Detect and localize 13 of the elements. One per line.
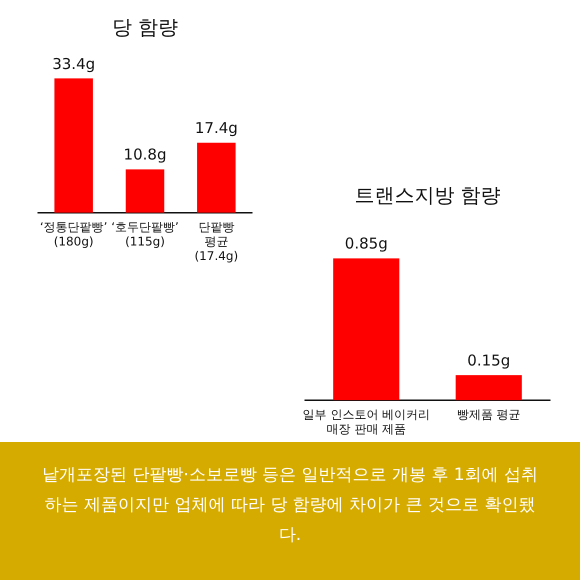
x-tick-label: 빵제품 평균 bbox=[456, 408, 521, 422]
chart-title: 당 함량 bbox=[110, 14, 180, 41]
data-label: 0.15g bbox=[467, 352, 510, 370]
chart-title: 트랜스지방 함량 bbox=[353, 182, 502, 209]
x-tick-label: 단팥빵 평균 (17.4g) bbox=[194, 220, 238, 263]
data-label: 10.8g bbox=[124, 146, 166, 164]
text: 낱개포장된 단팥빵·소보로빵 등은 일반적으로 개봉 후 1회에 섭취하는 제품이지만 업체에 따라 당 함량에 차이가 큰 것으로 확인됐다. bbox=[0, 442, 580, 580]
x-tick-label: ‘정통단팥빵’ (180g) bbox=[40, 220, 108, 249]
data-label: 17.4g bbox=[194, 119, 238, 138]
x-tick-label: ‘호두단팥빵’ (115g) bbox=[111, 220, 179, 249]
data-label: 33.4g bbox=[52, 54, 96, 73]
data-label: 0.85g bbox=[344, 234, 388, 253]
x-tick-label: 일부 인스토어 베이커리 매장 판매 제품 bbox=[302, 408, 430, 436]
